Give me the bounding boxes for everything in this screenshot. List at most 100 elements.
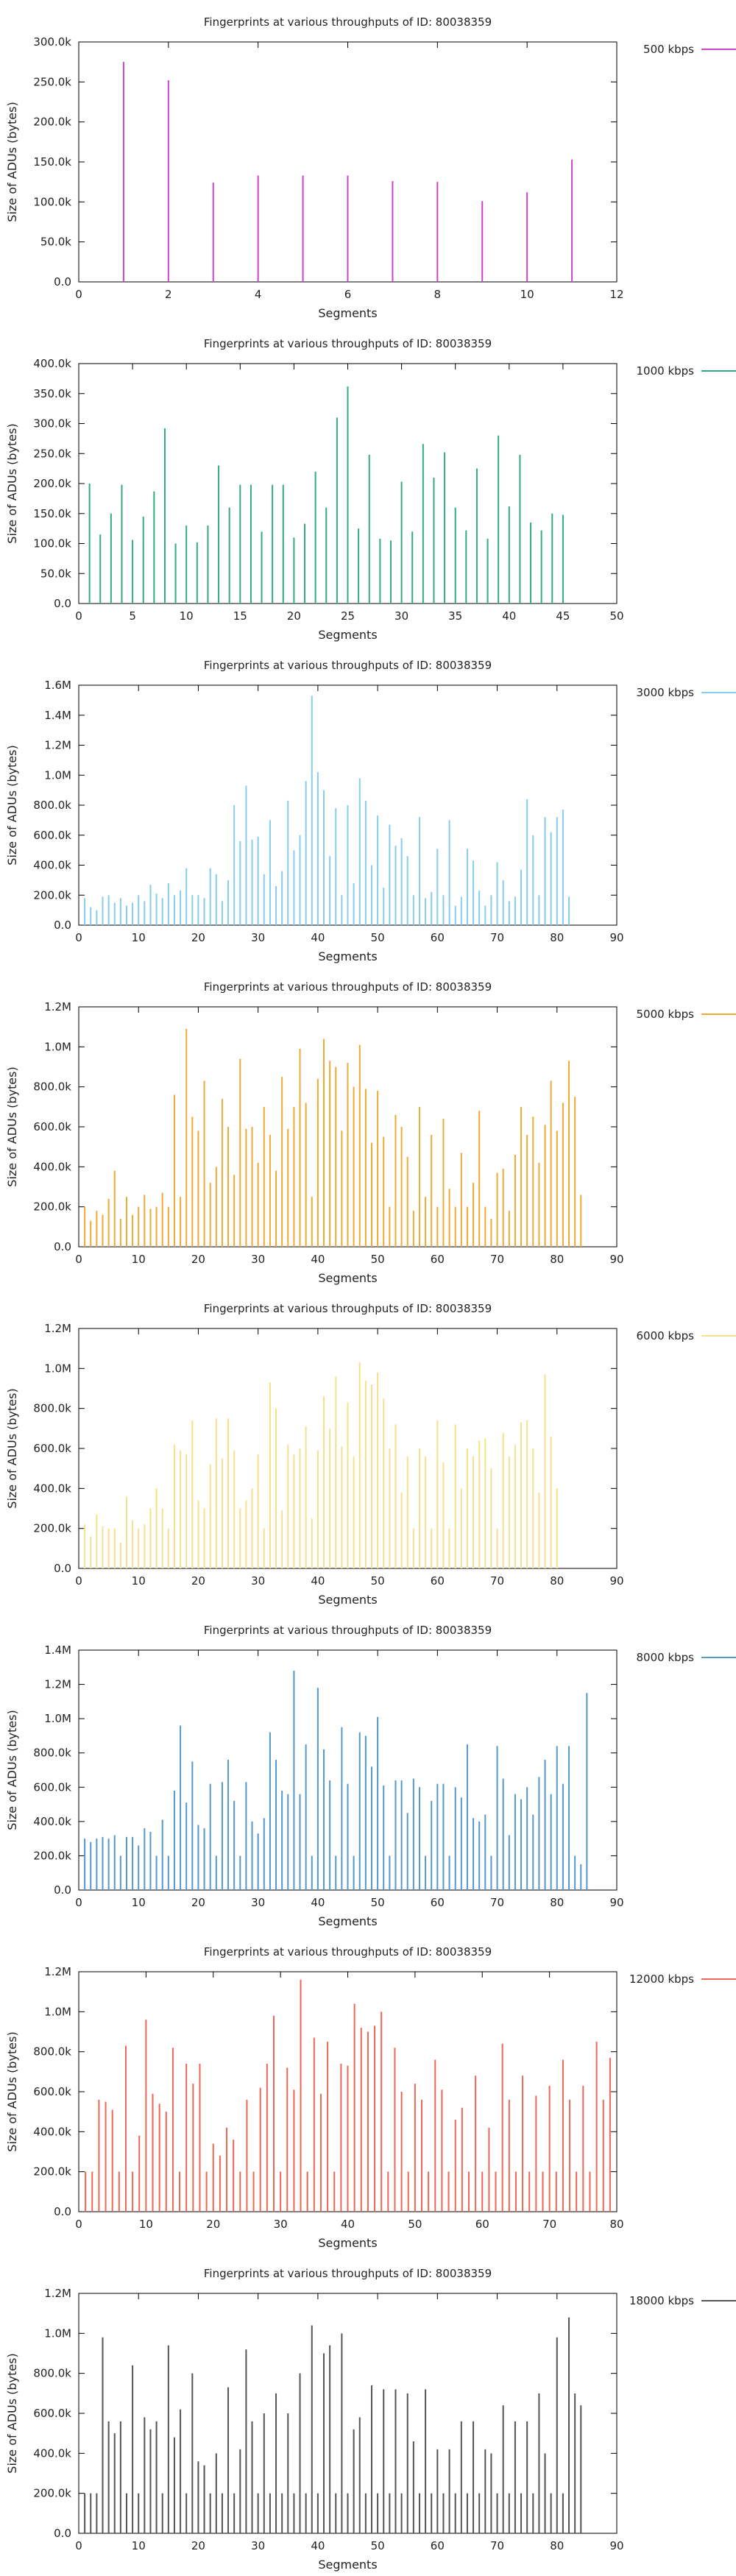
x-tick-label: 25 xyxy=(341,609,355,623)
x-tick-label: 60 xyxy=(431,931,445,944)
x-tick-label: 20 xyxy=(206,2218,220,2231)
x-tick-label: 10 xyxy=(180,609,194,623)
x-tick-label: 12 xyxy=(609,288,623,301)
y-tick-label: 0.0 xyxy=(54,597,71,610)
x-tick-label: 10 xyxy=(132,1574,146,1588)
y-tick-label: 50.0k xyxy=(40,236,71,249)
x-tick-label: 70 xyxy=(490,1574,504,1588)
x-tick-label: 60 xyxy=(431,1574,445,1588)
y-tick-label: 800.0k xyxy=(33,799,71,812)
x-tick-label: 30 xyxy=(394,609,408,623)
y-tick-label: 200.0k xyxy=(33,2165,71,2179)
chart-svg: Fingerprints at various throughputs of I… xyxy=(5,15,736,320)
y-tick-label: 600.0k xyxy=(33,1120,71,1133)
y-tick-label: 0.0 xyxy=(54,2527,71,2540)
x-tick-label: 8 xyxy=(434,288,442,301)
x-tick-label: 50 xyxy=(371,1253,385,1266)
y-axis-label: Size of ADUs (bytes) xyxy=(5,2353,19,2473)
x-tick-label: 50 xyxy=(609,609,623,623)
legend-label: 3000 kbps xyxy=(637,686,695,699)
y-tick-label: 600.0k xyxy=(33,2085,71,2098)
x-tick-label: 80 xyxy=(550,1896,564,1909)
legend-label: 500 kbps xyxy=(643,43,694,56)
y-tick-label: 1.0M xyxy=(44,768,71,782)
y-axis-label: Size of ADUs (bytes) xyxy=(5,1388,19,1508)
y-tick-label: 800.0k xyxy=(33,2045,71,2059)
x-tick-label: 30 xyxy=(251,1574,265,1588)
chart-panel: Fingerprints at various throughputs of I… xyxy=(0,322,736,643)
y-tick-label: 600.0k xyxy=(33,2407,71,2420)
x-tick-label: 40 xyxy=(311,1574,325,1588)
x-tick-label: 50 xyxy=(408,2218,422,2231)
y-tick-label: 1.0M xyxy=(44,2005,71,2018)
x-tick-label: 20 xyxy=(287,609,301,623)
y-tick-label: 200.0k xyxy=(33,1522,71,1535)
x-tick-label: 70 xyxy=(490,2539,504,2552)
x-tick-label: 70 xyxy=(542,2218,556,2231)
y-tick-label: 250.0k xyxy=(33,75,71,88)
chart-title: Fingerprints at various throughputs of I… xyxy=(204,980,492,994)
y-tick-label: 1.2M xyxy=(44,1322,71,1335)
x-axis-label: Segments xyxy=(318,949,377,963)
x-tick-label: 30 xyxy=(251,1896,265,1909)
x-tick-label: 40 xyxy=(311,1896,325,1909)
y-tick-label: 600.0k xyxy=(33,1442,71,1455)
x-tick-label: 50 xyxy=(371,1574,385,1588)
y-tick-label: 200.0k xyxy=(33,888,71,902)
x-tick-label: 80 xyxy=(609,2218,623,2231)
chart-svg: Fingerprints at various throughputs of I… xyxy=(5,659,736,963)
y-tick-label: 0.0 xyxy=(54,919,71,932)
x-tick-label: 10 xyxy=(132,1896,146,1909)
x-tick-label: 80 xyxy=(550,1574,564,1588)
y-tick-label: 600.0k xyxy=(33,829,71,842)
x-axis-label: Segments xyxy=(318,306,377,320)
y-tick-label: 0.0 xyxy=(54,1240,71,1253)
x-axis-label: Segments xyxy=(318,628,377,642)
y-axis-label: Size of ADUs (bytes) xyxy=(5,1710,19,1830)
x-tick-label: 80 xyxy=(550,931,564,944)
x-tick-label: 20 xyxy=(191,1253,205,1266)
y-tick-label: 1.6M xyxy=(44,679,71,692)
x-axis-label: Segments xyxy=(318,1271,377,1285)
x-tick-label: 30 xyxy=(251,931,265,944)
y-tick-label: 350.0k xyxy=(33,387,71,400)
chart-svg: Fingerprints at various throughputs of I… xyxy=(5,980,736,1285)
chart-title: Fingerprints at various throughputs of I… xyxy=(204,1945,492,1958)
y-tick-label: 150.0k xyxy=(33,507,71,520)
x-tick-label: 60 xyxy=(431,2539,445,2552)
chart-title: Fingerprints at various throughputs of I… xyxy=(204,15,492,29)
chart-panel: Fingerprints at various throughputs of I… xyxy=(0,643,736,965)
x-tick-label: 90 xyxy=(609,2539,623,2552)
x-tick-label: 50 xyxy=(371,931,385,944)
x-tick-label: 70 xyxy=(490,1896,504,1909)
y-axis-label: Size of ADUs (bytes) xyxy=(5,423,19,543)
x-tick-label: 40 xyxy=(502,609,516,623)
x-tick-label: 0 xyxy=(75,1896,82,1909)
y-tick-label: 300.0k xyxy=(33,417,71,431)
chart-panel: Fingerprints at various throughputs of I… xyxy=(0,0,736,322)
x-tick-label: 60 xyxy=(431,1253,445,1266)
x-tick-label: 40 xyxy=(311,2539,325,2552)
y-tick-label: 50.0k xyxy=(40,567,71,580)
y-tick-label: 400.0k xyxy=(33,1160,71,1173)
y-tick-label: 0.0 xyxy=(54,1883,71,1897)
chart-panel: Fingerprints at various throughputs of I… xyxy=(0,1287,736,1608)
x-tick-label: 80 xyxy=(550,1253,564,1266)
y-tick-label: 800.0k xyxy=(33,2367,71,2380)
x-axis-label: Segments xyxy=(318,2236,377,2250)
chart-svg: Fingerprints at various throughputs of I… xyxy=(5,1945,736,2250)
chart-title: Fingerprints at various throughputs of I… xyxy=(204,337,492,350)
x-tick-label: 0 xyxy=(75,288,82,301)
y-tick-label: 200.0k xyxy=(33,2487,71,2500)
x-tick-label: 20 xyxy=(191,931,205,944)
x-axis-label: Segments xyxy=(318,2558,377,2572)
y-tick-label: 1.0M xyxy=(44,1362,71,1375)
y-axis-label: Size of ADUs (bytes) xyxy=(5,102,19,222)
x-tick-label: 45 xyxy=(556,609,570,623)
y-tick-label: 400.0k xyxy=(33,1482,71,1495)
y-tick-label: 1.2M xyxy=(44,739,71,752)
y-tick-label: 1.0M xyxy=(44,2326,71,2340)
y-axis-label: Size of ADUs (bytes) xyxy=(5,745,19,865)
x-tick-label: 0 xyxy=(75,2218,82,2231)
x-tick-label: 40 xyxy=(311,1253,325,1266)
